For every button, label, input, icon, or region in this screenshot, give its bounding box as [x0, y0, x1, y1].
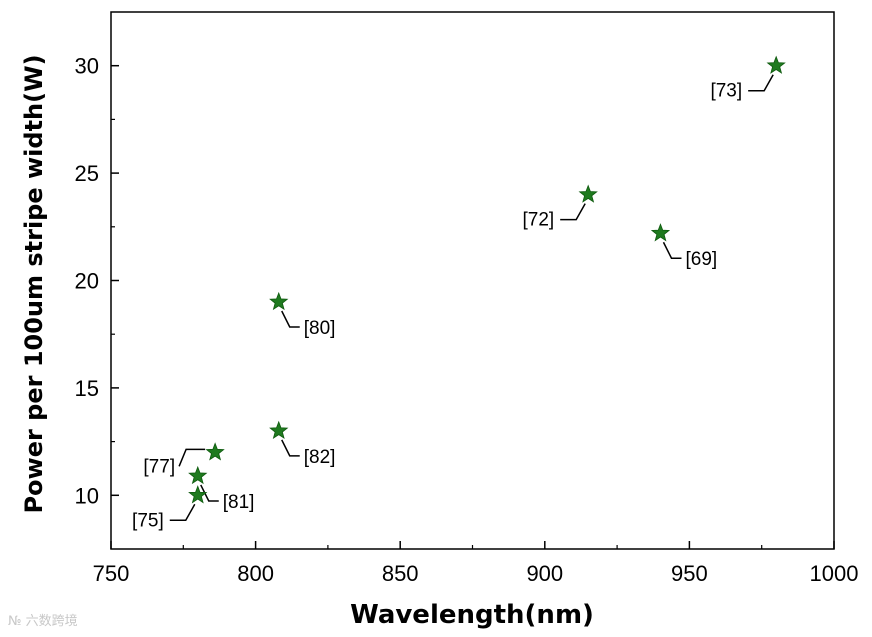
y-tick-label: 10: [75, 483, 99, 508]
watermark-text: № 六数跨境: [8, 614, 78, 629]
annotation-leader-line: [281, 439, 300, 457]
data-point-star: [269, 291, 289, 311]
reference-label: [72]: [522, 210, 554, 231]
annotation-leader-line: [560, 203, 586, 221]
data-points: [188, 55, 786, 504]
reference-label: [80]: [304, 318, 336, 339]
x-tick-label: 950: [671, 561, 708, 586]
reference-label: [69]: [685, 249, 717, 270]
data-point-star: [188, 485, 208, 504]
data-point-star: [269, 420, 289, 440]
annotation-leader-line: [281, 310, 300, 328]
data-point-star: [578, 184, 598, 203]
x-axis-ticks: 750 800 850 900 950 1000: [93, 541, 859, 586]
data-point-star: [188, 465, 208, 485]
annotation-leader-line: [178, 448, 206, 467]
reference-label: [82]: [304, 447, 336, 468]
annotation-leader-line: [748, 74, 774, 92]
data-point-star: [650, 223, 671, 242]
x-tick-label: 1000: [810, 561, 859, 586]
x-axis-title: Wavelength(nm): [350, 600, 594, 630]
data-point-star: [205, 442, 225, 461]
data-point-star: [766, 55, 786, 74]
y-tick-label: 20: [75, 269, 99, 294]
x-tick-label: 750: [93, 561, 130, 586]
y-axis-title: Power per 100um stripe width(W): [20, 54, 48, 513]
annotation-labels: [73] [72] [69] [80] [82] [77] [81] [75]: [132, 81, 742, 532]
y-axis-ticks: 10 15 20 25 30: [75, 54, 119, 508]
x-tick-label: 900: [526, 561, 563, 586]
x-tick-label: 850: [382, 561, 419, 586]
annotation-leader-line: [200, 484, 219, 502]
reference-label: [75]: [132, 510, 164, 531]
annotation-leaders: [169, 74, 774, 522]
annotation-leader-line: [662, 241, 682, 259]
annotation-leader-line: [169, 503, 196, 522]
y-tick-label: 25: [75, 161, 99, 186]
x-tick-label: 800: [237, 561, 274, 586]
reference-label: [73]: [710, 81, 742, 102]
y-tick-label: 15: [75, 376, 99, 401]
y-tick-label: 30: [75, 54, 99, 79]
reference-label: [81]: [223, 492, 255, 513]
reference-label: [77]: [143, 456, 175, 477]
